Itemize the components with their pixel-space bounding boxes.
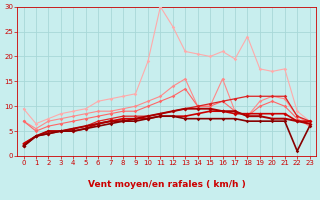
X-axis label: Vent moyen/en rafales ( km/h ): Vent moyen/en rafales ( km/h ) xyxy=(88,180,245,189)
